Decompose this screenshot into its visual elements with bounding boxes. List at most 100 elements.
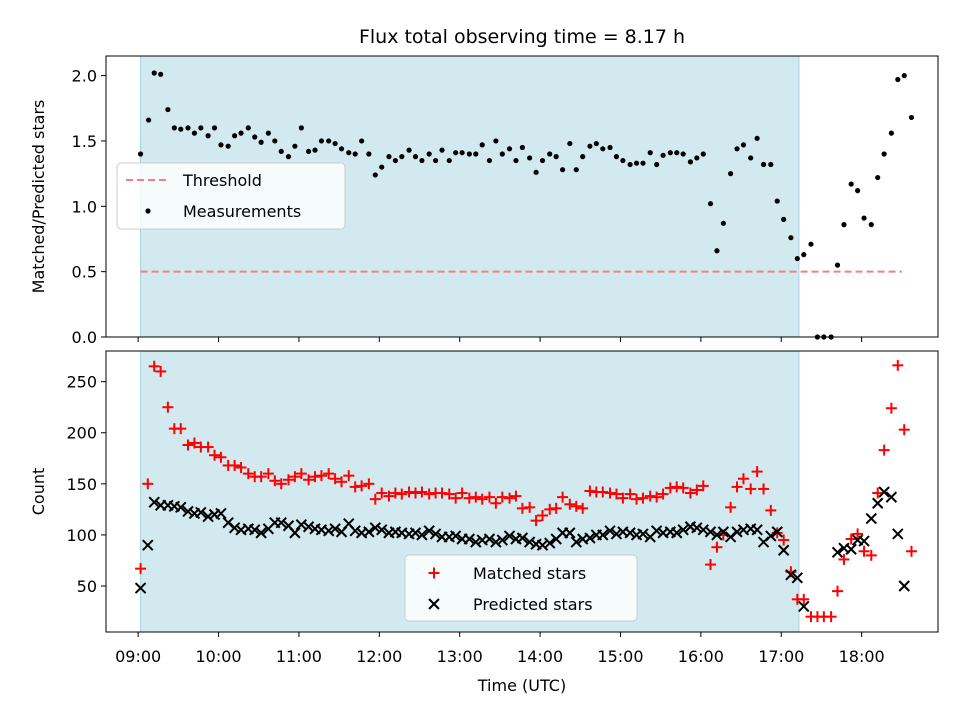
measurement-point xyxy=(533,169,539,175)
measurement-point xyxy=(426,151,432,157)
matched-star-point xyxy=(309,471,321,483)
measurement-point xyxy=(432,157,439,164)
predicted-star-point xyxy=(228,522,241,534)
measurement-point xyxy=(412,154,419,160)
matched-star-point xyxy=(711,541,723,553)
matched-star-point xyxy=(564,498,576,510)
bottom-y-axis-label: Count xyxy=(29,468,48,516)
matched-star-point xyxy=(275,478,287,490)
measurement-point xyxy=(888,130,894,136)
measurement-point xyxy=(593,140,599,147)
matched-star-point xyxy=(376,487,388,499)
measurement-point xyxy=(674,150,680,156)
bottom-y-ticks: 50 100 150 200 250 xyxy=(66,373,106,596)
measurement-point xyxy=(901,73,907,79)
matched-star-point xyxy=(825,611,837,623)
predicted-star-point xyxy=(691,522,703,534)
y-tick-label: 150 xyxy=(66,475,97,494)
top-axes-frame xyxy=(105,55,939,338)
measurement-point xyxy=(399,154,405,160)
predicted-star-point xyxy=(771,526,783,538)
predicted-star-point xyxy=(148,496,160,508)
measurement-point xyxy=(640,160,646,166)
y-tick-label: 50 xyxy=(77,577,97,596)
matched-star-point xyxy=(516,502,528,514)
measurement-point xyxy=(687,159,694,165)
matched-star-point xyxy=(483,491,495,503)
predicted-star-point xyxy=(429,528,442,540)
measurement-point xyxy=(868,222,874,228)
matched-star-point xyxy=(490,497,502,509)
measurement-point xyxy=(165,106,171,113)
top-panel: 0.00.51.01.52.0 Matched/Predicted stars … xyxy=(29,55,939,347)
matched-star-point xyxy=(396,488,408,500)
measurement-point xyxy=(567,140,573,147)
measurement-point xyxy=(151,70,157,76)
matched-star-point xyxy=(349,481,361,493)
measurement-point xyxy=(379,164,385,170)
matched-star-point xyxy=(269,475,281,487)
measurement-point xyxy=(493,138,499,144)
predicted-star-point xyxy=(182,505,194,518)
predicted-star-point xyxy=(302,521,315,533)
measurement-point xyxy=(473,151,479,157)
y-tick-label: 250 xyxy=(66,373,97,392)
matched-star-point xyxy=(383,490,395,502)
predicted-star-point xyxy=(275,516,287,529)
measurement-point xyxy=(607,144,613,151)
measurement-point xyxy=(232,133,238,139)
matched-star-point xyxy=(664,482,676,494)
matched-star-point xyxy=(323,468,335,480)
matched-star-point xyxy=(356,480,368,492)
matched-star-point xyxy=(737,473,749,485)
measurement-point xyxy=(372,172,378,178)
measurement-point xyxy=(660,152,666,158)
matched-star-point xyxy=(369,493,381,505)
measurement-point xyxy=(332,140,338,147)
matched-star-point xyxy=(504,492,516,504)
measurement-point xyxy=(881,151,887,157)
matched-star-point xyxy=(530,515,542,527)
predicted-star-point xyxy=(624,527,636,539)
measurement-point xyxy=(714,248,720,254)
matched-star-point xyxy=(289,471,301,483)
matched-star-point xyxy=(343,470,355,482)
predicted-star-point xyxy=(791,572,804,584)
top-x-ticks xyxy=(137,337,863,342)
y-tick-label: 100 xyxy=(66,526,97,545)
predicted-star-point xyxy=(483,533,496,545)
measurement-point xyxy=(513,157,519,164)
y-tick-label: 1.0 xyxy=(72,197,97,216)
measurement-point xyxy=(908,114,915,121)
matched-star-point xyxy=(496,491,508,503)
predicted-star-point xyxy=(322,525,335,537)
predicted-star-point xyxy=(449,530,462,542)
matched-star-point xyxy=(570,500,582,512)
matched-star-point xyxy=(577,502,589,514)
matched-star-point xyxy=(544,503,556,515)
predicted-star-point xyxy=(134,582,147,594)
predicted-star-point xyxy=(142,539,154,551)
x-tick-label: 14:00 xyxy=(517,647,563,666)
matched-star-point xyxy=(142,478,154,490)
matched-star-point xyxy=(536,510,548,522)
predicted-star-point xyxy=(215,507,227,520)
legend-measurements-label: Measurements xyxy=(183,202,301,221)
measurement-point xyxy=(895,76,901,83)
measurement-point xyxy=(446,157,452,164)
predicted-star-point xyxy=(202,510,214,523)
x-tick-label: 12:00 xyxy=(356,647,402,666)
matched-star-point xyxy=(135,563,147,575)
measurement-point xyxy=(171,125,177,131)
predicted-star-point xyxy=(503,530,516,542)
matched-star-point xyxy=(188,437,200,449)
predicted-star-point xyxy=(195,506,207,519)
predicted-star-point xyxy=(409,527,422,539)
predicted-star-point xyxy=(650,525,663,537)
matched-star-point xyxy=(403,486,415,498)
chart-title: Flux total observing time = 8.17 h xyxy=(359,26,685,48)
measurement-point xyxy=(298,125,304,131)
legend-predicted-swatch xyxy=(428,598,440,610)
measurement-point xyxy=(654,161,660,168)
measurement-point xyxy=(506,146,513,152)
